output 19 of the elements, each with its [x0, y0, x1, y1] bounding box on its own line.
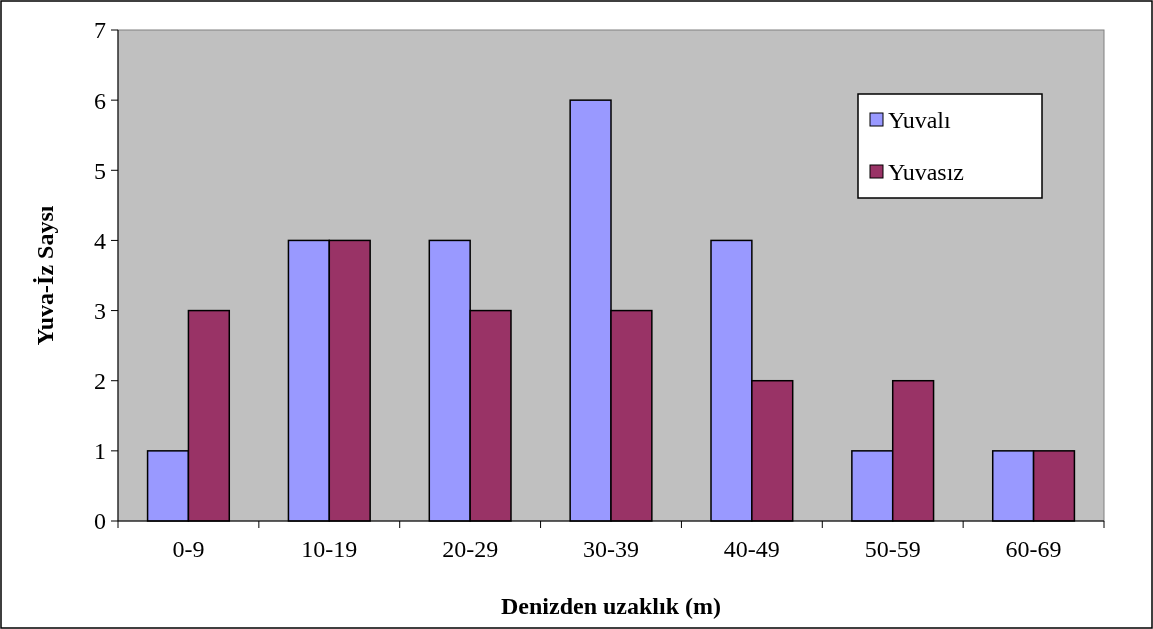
x-tick-label: 10-19: [301, 536, 358, 562]
y-tick-label: 6: [94, 87, 106, 114]
legend-label: Yuvasız: [888, 159, 964, 186]
y-tick-label: 7: [94, 17, 106, 44]
x-tick-label: 40-49: [723, 536, 780, 562]
y-tick-label: 0: [94, 508, 106, 535]
x-tick-label: 20-29: [442, 536, 499, 562]
y-tick-label: 5: [94, 157, 106, 184]
y-tick-label: 4: [94, 227, 106, 254]
y-tick-label: 1: [94, 438, 106, 465]
x-axis-title: Denizden uzaklık (m): [500, 593, 722, 619]
x-tick-label: 60-69: [1005, 536, 1062, 562]
y-tick-label: 2: [94, 368, 106, 395]
x-tick-label: 0-9: [172, 536, 205, 562]
x-tick-label: 50-59: [864, 536, 921, 562]
y-tick-label: 3: [94, 297, 106, 324]
legend-label: Yuvalı: [888, 107, 951, 134]
x-tick-label: 30-39: [583, 536, 639, 562]
y-axis-title: Yuva-İz Saysı: [32, 205, 58, 346]
